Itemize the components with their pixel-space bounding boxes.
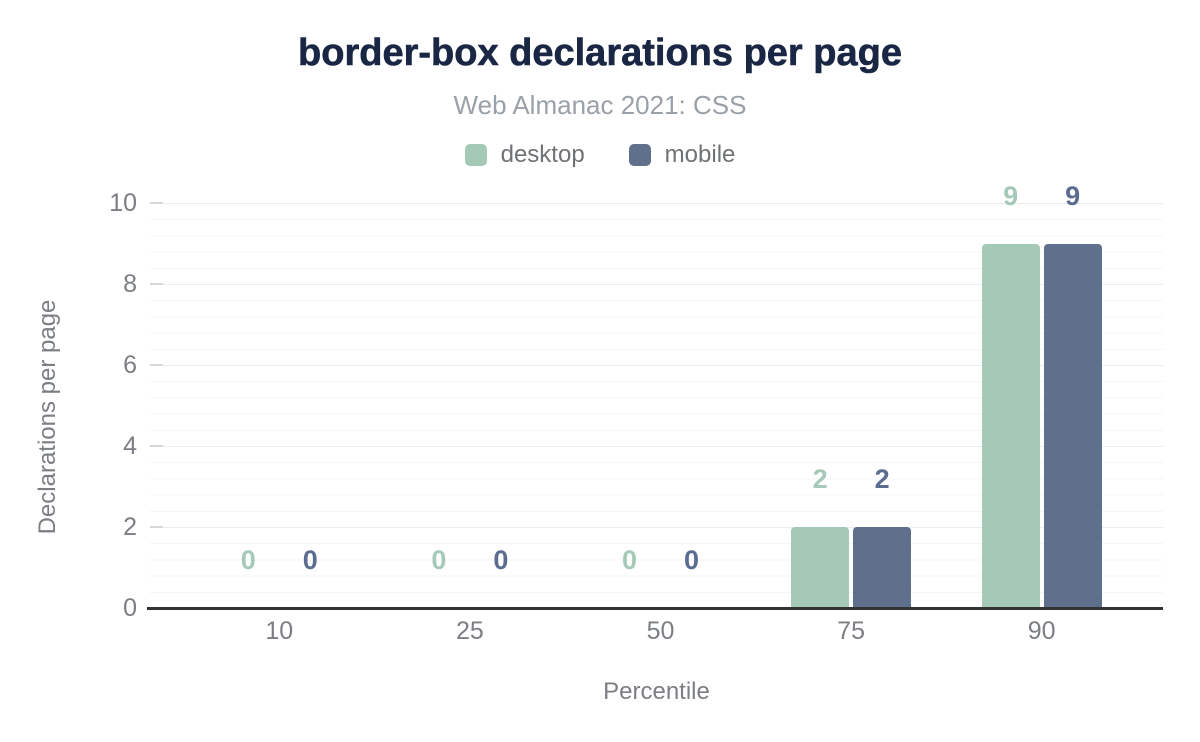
y-tick-mark-6 bbox=[150, 364, 163, 366]
bar-cell-mobile-p75: 2 bbox=[853, 203, 912, 608]
bar-cell-mobile-p25: 0 bbox=[472, 203, 530, 608]
value-label-mobile-p90: 9 bbox=[1065, 180, 1081, 211]
bar-cell-mobile-p90: 9 bbox=[1043, 182, 1102, 608]
bar-cell-desktop-p90: 9 bbox=[981, 182, 1040, 608]
legend-item-mobile: mobile bbox=[628, 141, 736, 169]
chart-title: border-box declarations per page bbox=[298, 32, 903, 75]
bar-cell-desktop-p75: 2 bbox=[791, 203, 850, 608]
bar-cell-desktop-p25: 0 bbox=[410, 203, 468, 608]
x-tick-label-50: 50 bbox=[646, 617, 675, 645]
bar-mobile-p90 bbox=[1043, 243, 1102, 608]
legend-label-desktop: desktop bbox=[500, 141, 585, 168]
value-label-desktop-p75: 2 bbox=[812, 464, 828, 494]
value-label-mobile-p50: 0 bbox=[683, 545, 699, 575]
legend: desktop mobile bbox=[0, 141, 1200, 169]
y-tick-mark-10 bbox=[150, 202, 163, 204]
y-tick-mark-8 bbox=[150, 283, 163, 285]
bands: 0 0 10 0 0 25 0 0 50 2 2 75 9 9 90 bbox=[184, 182, 1137, 646]
y-tick-label-8: 8 bbox=[123, 270, 137, 298]
bar-cell-mobile-p50: 0 bbox=[662, 203, 720, 608]
y-tick-label-10: 10 bbox=[109, 189, 137, 217]
y-tick-label-2: 2 bbox=[123, 513, 137, 541]
value-label-mobile-p75: 2 bbox=[874, 464, 890, 494]
category-band-10: 0 0 10 bbox=[184, 203, 375, 646]
x-tick-label-10: 10 bbox=[265, 617, 294, 645]
y-tick-mark-2 bbox=[150, 526, 163, 528]
value-label-desktop-p50: 0 bbox=[621, 545, 637, 575]
bar-desktop-p75 bbox=[791, 527, 850, 608]
bar-cell-desktop-p10: 0 bbox=[219, 203, 277, 608]
value-label-desktop-p25: 0 bbox=[431, 545, 447, 575]
x-tick-label-25: 25 bbox=[455, 617, 484, 645]
x-axis-line bbox=[147, 607, 1163, 610]
bar-cell-desktop-p50: 0 bbox=[600, 203, 658, 608]
legend-swatch-desktop-icon bbox=[464, 144, 487, 166]
plot-area: 0 0 10 0 0 25 0 0 50 2 2 75 9 9 90 bbox=[147, 182, 1163, 646]
value-label-mobile-p10: 0 bbox=[302, 545, 318, 575]
bar-mobile-p75 bbox=[853, 527, 912, 608]
y-tick-label-4: 4 bbox=[123, 432, 137, 460]
category-band-50: 0 0 50 bbox=[565, 203, 756, 646]
bar-desktop-p90 bbox=[981, 243, 1040, 608]
bar-cell-mobile-p10: 0 bbox=[281, 203, 339, 608]
x-axis-title: Percentile bbox=[603, 678, 710, 705]
legend-swatch-mobile-icon bbox=[628, 144, 651, 166]
value-label-desktop-p10: 0 bbox=[240, 545, 256, 575]
y-tick-label-6: 6 bbox=[123, 351, 137, 379]
category-band-25: 0 0 25 bbox=[375, 203, 566, 646]
value-label-desktop-p90: 9 bbox=[1003, 180, 1019, 211]
category-band-75: 2 2 75 bbox=[756, 203, 947, 645]
chart-subtitle: Web Almanac 2021: CSS bbox=[453, 90, 747, 120]
category-band-90: 9 9 90 bbox=[946, 182, 1137, 645]
x-tick-label-75: 75 bbox=[837, 617, 865, 645]
y-tick-mark-4 bbox=[150, 445, 163, 447]
y-tick-label-0: 0 bbox=[123, 594, 137, 622]
value-label-mobile-p25: 0 bbox=[493, 545, 509, 575]
x-tick-label-90: 90 bbox=[1027, 617, 1056, 645]
legend-item-desktop: desktop bbox=[464, 141, 585, 169]
legend-label-mobile: mobile bbox=[664, 141, 736, 168]
